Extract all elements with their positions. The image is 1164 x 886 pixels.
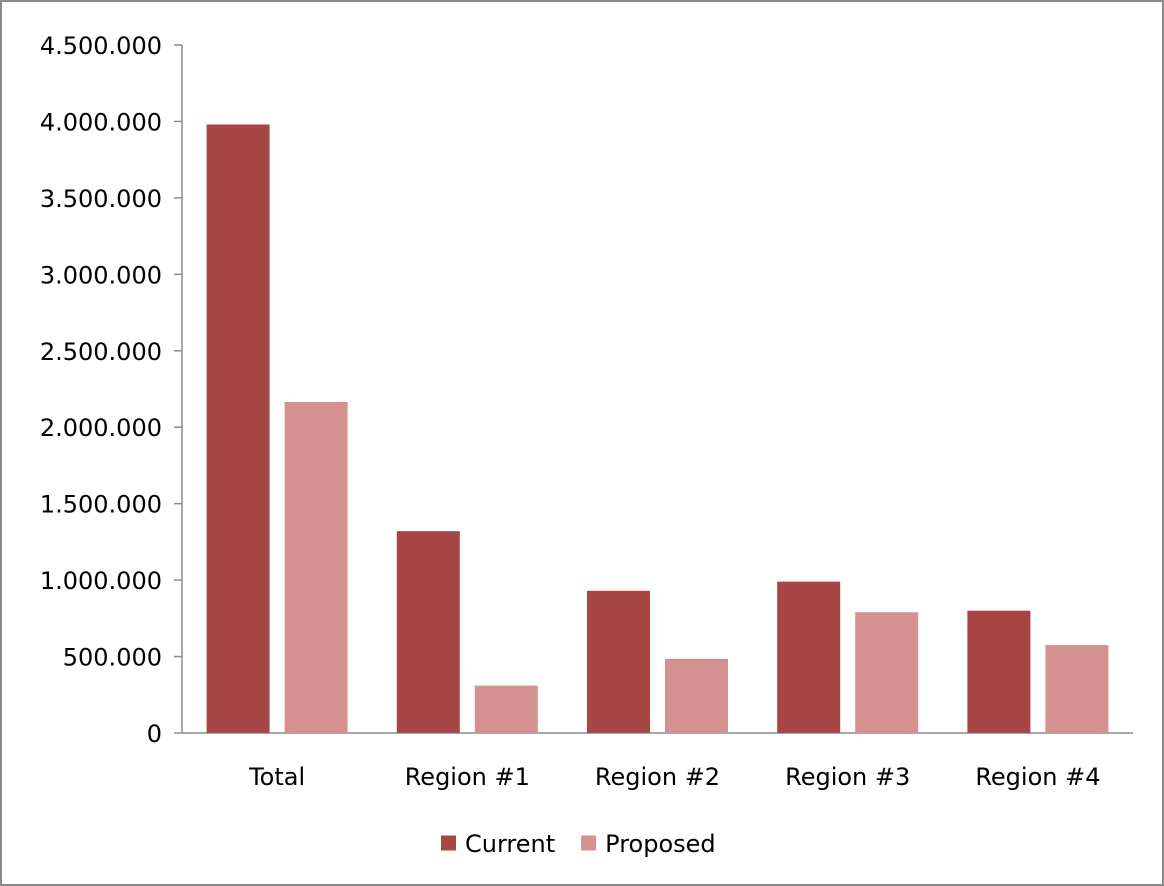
x-tick-label: Region #2 xyxy=(595,763,720,791)
bar-proposed-region-1 xyxy=(474,685,538,733)
bar-current-region-2 xyxy=(587,590,650,733)
y-tick-label: 4.000.000 xyxy=(40,108,162,136)
bar-proposed-region-2 xyxy=(665,658,728,733)
x-tick-label: Region #4 xyxy=(975,763,1100,791)
y-tick-label: 3.000.000 xyxy=(40,261,162,289)
x-tick-label: Region #3 xyxy=(785,763,910,791)
y-tick-label: 2.500.000 xyxy=(40,338,162,366)
legend-label-proposed: Proposed xyxy=(605,830,716,858)
x-axis: Total Region #1 Region #2 Region #3 Region #… xyxy=(182,732,1133,791)
x-tick-label: Region #1 xyxy=(405,763,530,791)
bar-proposed-region-4 xyxy=(1045,645,1109,733)
y-tick-label: 500.000 xyxy=(63,644,162,672)
y-axis: 0 500.000 1.000.000 1.500.000 2.000.000 2.500… xyxy=(40,32,183,748)
y-tick-label: 2.000.000 xyxy=(40,414,162,442)
y-tick-label: 0 xyxy=(147,720,162,748)
bar-current-region-1 xyxy=(396,531,460,733)
bar-proposed-region-3 xyxy=(855,612,919,733)
y-tick-label: 3.500.000 xyxy=(40,185,162,213)
y-tick-label: 1.000.000 xyxy=(40,567,162,595)
bars xyxy=(206,124,1109,734)
legend-swatch-proposed xyxy=(581,835,597,851)
y-tick-label: 4.500.000 xyxy=(40,32,162,60)
bar-proposed-total xyxy=(284,401,348,733)
bar-current-region-3 xyxy=(777,581,841,733)
legend-swatch-current xyxy=(441,835,456,851)
legend-label-current: Current xyxy=(465,830,555,858)
x-tick-label: Total xyxy=(248,763,305,791)
y-tick-label: 1.500.000 xyxy=(40,491,162,519)
bar-current-region-4 xyxy=(967,610,1031,733)
bar-current-total xyxy=(206,124,270,734)
legend: Current Proposed xyxy=(441,830,716,858)
